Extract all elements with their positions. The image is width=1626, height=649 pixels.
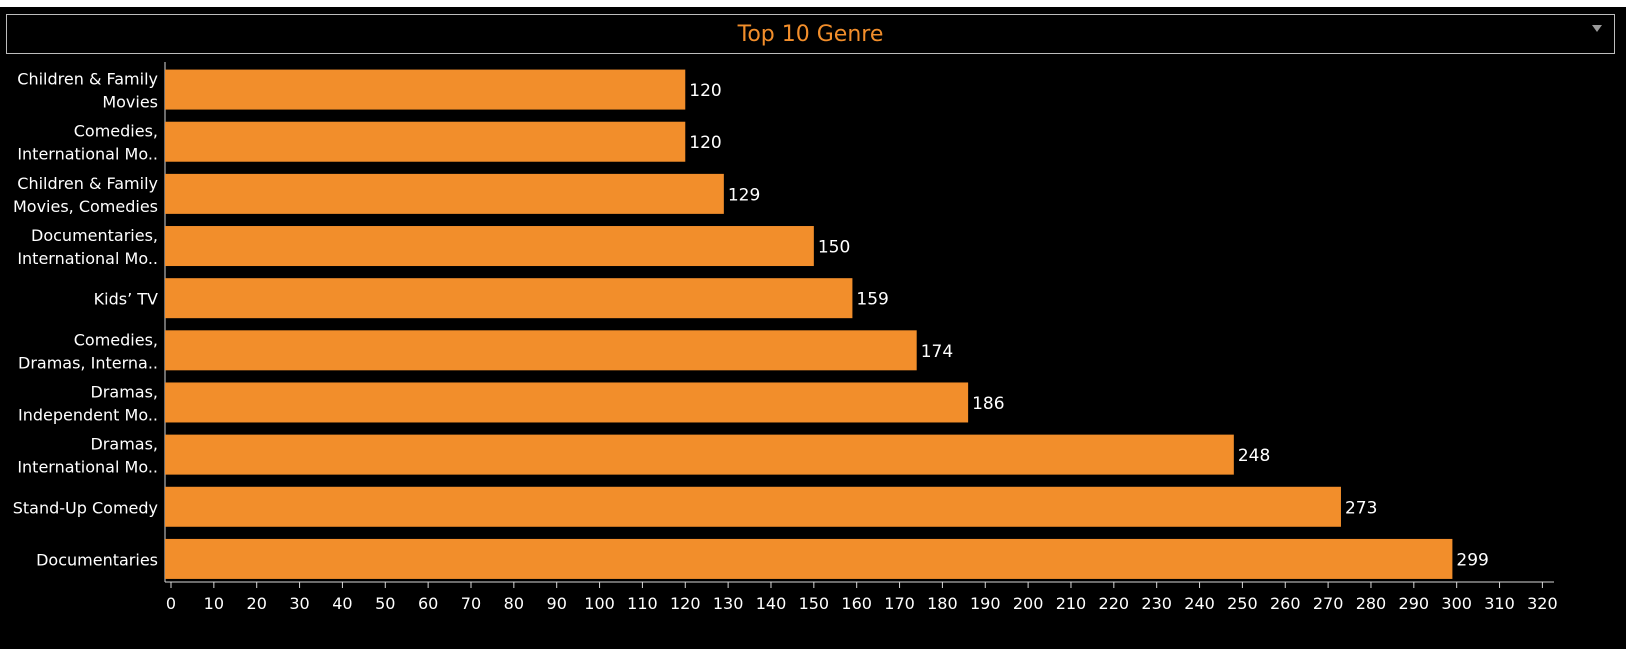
x-tick-label: 130: [713, 594, 744, 613]
chart-title: Top 10 Genre: [737, 21, 884, 47]
x-tick-label: 300: [1441, 594, 1472, 613]
data-label: 273: [1345, 498, 1377, 518]
chevron-down-icon[interactable]: [1592, 25, 1602, 32]
category-label: Dramas, Interna..: [18, 353, 158, 372]
bar[interactable]: [165, 538, 1453, 579]
x-tick-label: 250: [1227, 594, 1258, 613]
data-label: 174: [921, 342, 953, 362]
category-label: Children & Family: [17, 70, 158, 89]
x-tick-label: 160: [841, 594, 872, 613]
x-tick-label: 290: [1399, 594, 1430, 613]
category-label: International Mo..: [17, 249, 158, 268]
x-tick-label: 120: [670, 594, 701, 613]
x-tick-label: 60: [418, 594, 438, 613]
data-label: 248: [1238, 446, 1270, 466]
x-tick-label: 270: [1313, 594, 1344, 613]
x-tick-label: 230: [1141, 594, 1172, 613]
data-label: 299: [1456, 550, 1488, 570]
bar[interactable]: [165, 434, 1234, 475]
data-label: 120: [689, 133, 721, 153]
category-label: International Mo..: [17, 145, 158, 164]
chart-title-bar[interactable]: Top 10 Genre: [6, 14, 1615, 54]
category-label: Comedies,: [74, 330, 158, 349]
x-tick-label: 210: [1056, 594, 1087, 613]
x-tick-label: 0: [166, 594, 176, 613]
data-label: 186: [972, 394, 1004, 414]
category-label: Independent Mo..: [18, 405, 158, 424]
category-label: International Mo..: [17, 458, 158, 477]
x-tick-label: 240: [1184, 594, 1215, 613]
bar[interactable]: [165, 121, 686, 162]
x-tick-label: 150: [799, 594, 830, 613]
bar[interactable]: [165, 278, 853, 319]
category-label: Documentaries: [36, 550, 158, 569]
bar[interactable]: [165, 173, 724, 214]
x-tick-label: 30: [289, 594, 309, 613]
data-label: 129: [728, 185, 760, 205]
category-label: Movies: [102, 93, 158, 112]
x-tick-label: 220: [1099, 594, 1130, 613]
category-label: Comedies,: [74, 122, 158, 141]
x-tick-label: 20: [247, 594, 267, 613]
x-tick-label: 50: [375, 594, 395, 613]
x-tick-label: 110: [627, 594, 658, 613]
category-label: Dramas,: [90, 435, 158, 454]
category-label: Stand-Up Comedy: [13, 498, 158, 517]
x-tick-label: 320: [1527, 594, 1558, 613]
x-tick-label: 10: [204, 594, 224, 613]
data-label: 159: [856, 290, 888, 310]
bar[interactable]: [165, 330, 917, 371]
data-label: 150: [818, 238, 850, 258]
bar[interactable]: [165, 226, 814, 267]
x-tick-label: 200: [1013, 594, 1044, 613]
x-tick-label: 70: [461, 594, 481, 613]
category-label: Kids’ TV: [94, 290, 158, 309]
bar[interactable]: [165, 382, 969, 423]
x-tick-label: 190: [970, 594, 1001, 613]
x-tick-label: 170: [884, 594, 915, 613]
x-tick-label: 100: [584, 594, 615, 613]
category-label: Documentaries,: [31, 226, 158, 245]
data-label: 120: [689, 81, 721, 101]
bar[interactable]: [165, 486, 1341, 527]
x-tick-label: 90: [547, 594, 567, 613]
category-label: Dramas,: [90, 382, 158, 401]
x-tick-label: 140: [756, 594, 787, 613]
x-tick-label: 180: [927, 594, 958, 613]
x-tick-label: 260: [1270, 594, 1301, 613]
x-tick-label: 40: [332, 594, 352, 613]
x-tick-label: 80: [504, 594, 524, 613]
bar[interactable]: [165, 69, 686, 110]
x-tick-label: 280: [1356, 594, 1387, 613]
x-tick-label: 310: [1484, 594, 1515, 613]
category-label: Children & Family: [17, 174, 158, 193]
category-label: Movies, Comedies: [13, 197, 158, 216]
